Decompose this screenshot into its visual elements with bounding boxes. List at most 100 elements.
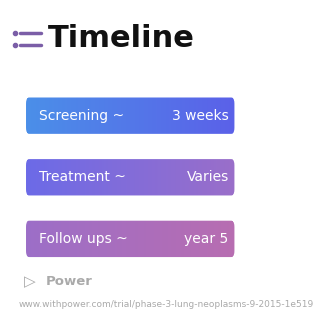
Bar [27, 91, 28, 141]
Bar [37, 91, 38, 141]
Bar [87, 152, 88, 202]
Bar [79, 91, 80, 141]
Bar [41, 152, 43, 202]
Bar [110, 152, 112, 202]
Bar [81, 91, 83, 141]
Bar [107, 91, 108, 141]
Bar [44, 152, 46, 202]
Bar [133, 91, 135, 141]
Bar [35, 91, 36, 141]
Bar [48, 152, 49, 202]
Bar [133, 214, 135, 264]
Bar [154, 91, 155, 141]
Bar [131, 91, 133, 141]
Bar [204, 91, 205, 141]
Bar [123, 152, 124, 202]
Bar [142, 214, 144, 264]
Bar [168, 91, 169, 141]
Bar [138, 214, 140, 264]
Bar [149, 91, 150, 141]
Bar [200, 152, 202, 202]
Bar [212, 214, 214, 264]
Bar [218, 214, 220, 264]
Bar [51, 152, 53, 202]
Bar [234, 214, 235, 264]
Bar [238, 91, 239, 141]
Bar [226, 91, 227, 141]
Bar [141, 152, 143, 202]
Bar [169, 91, 171, 141]
Bar [148, 214, 149, 264]
Bar [93, 152, 95, 202]
Bar [100, 152, 101, 202]
Bar [196, 91, 197, 141]
Bar [70, 214, 72, 264]
Bar [186, 214, 187, 264]
Bar [79, 152, 80, 202]
Bar [154, 152, 155, 202]
Bar [169, 214, 171, 264]
Bar [212, 91, 214, 141]
Bar [38, 214, 39, 264]
Bar [59, 152, 60, 202]
Bar [227, 214, 228, 264]
Bar [189, 152, 190, 202]
Bar [187, 152, 188, 202]
Bar [146, 214, 147, 264]
Bar [137, 214, 138, 264]
Bar [199, 152, 201, 202]
Bar [69, 214, 70, 264]
Bar [121, 152, 123, 202]
Bar [115, 152, 116, 202]
Bar [180, 214, 182, 264]
Bar [200, 91, 202, 141]
Bar [138, 91, 140, 141]
Bar [109, 91, 110, 141]
Bar [159, 214, 161, 264]
Bar [76, 91, 77, 141]
Bar [203, 91, 204, 141]
Bar [209, 91, 211, 141]
Bar [90, 91, 92, 141]
Bar [188, 152, 189, 202]
Bar [175, 91, 176, 141]
Bar [128, 152, 129, 202]
Bar [142, 91, 144, 141]
Text: year 5: year 5 [185, 232, 229, 246]
Bar [137, 152, 138, 202]
Bar [125, 214, 126, 264]
Bar [166, 152, 167, 202]
Bar [105, 152, 106, 202]
Bar [215, 214, 216, 264]
Bar [165, 152, 166, 202]
Bar [216, 214, 217, 264]
Bar [59, 214, 60, 264]
Bar [235, 214, 236, 264]
Bar [72, 152, 74, 202]
Bar [101, 214, 103, 264]
Bar [151, 152, 153, 202]
Bar [26, 152, 27, 202]
Bar [84, 152, 85, 202]
Bar [237, 152, 238, 202]
Bar [74, 214, 75, 264]
Bar [88, 152, 89, 202]
Bar [189, 91, 190, 141]
Bar [99, 91, 100, 141]
Bar [216, 91, 217, 141]
Bar [92, 91, 94, 141]
Bar [163, 91, 164, 141]
Bar [31, 152, 33, 202]
Bar [62, 152, 64, 202]
Bar [139, 152, 140, 202]
Bar [156, 152, 157, 202]
Bar [178, 214, 180, 264]
Bar [139, 214, 140, 264]
Bar [44, 152, 45, 202]
Bar [20, 214, 21, 264]
Bar [85, 214, 86, 264]
Bar [225, 152, 226, 202]
Bar [155, 152, 156, 202]
Bar [32, 214, 34, 264]
Text: ▷: ▷ [24, 274, 36, 289]
